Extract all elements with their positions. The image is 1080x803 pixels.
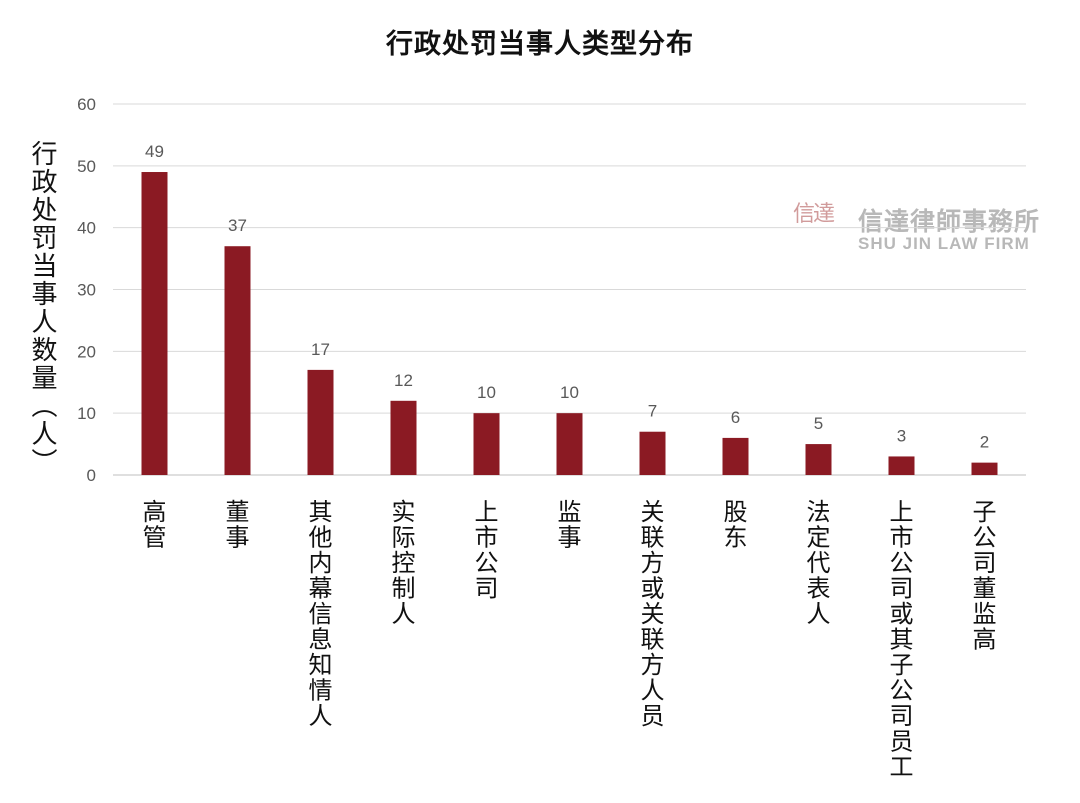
- y-tick-label: 60: [77, 95, 96, 114]
- seal-logo-icon: 信達: [792, 202, 835, 227]
- x-tick-label: 股东: [724, 498, 748, 552]
- law-firm-watermark: 信達 信達律師事務所 SHU JIN LAW FIRM: [788, 202, 1058, 262]
- data-label: 49: [145, 142, 164, 161]
- watermark-firm-name: 信達律師事務所: [858, 207, 1041, 236]
- data-label: 6: [731, 408, 740, 427]
- bar: [307, 369, 334, 475]
- y-tick-label: 10: [77, 404, 96, 423]
- bar: [639, 431, 666, 475]
- x-tick-label: 上市公司或其子公司员工: [890, 498, 914, 781]
- bar: [473, 413, 500, 475]
- bar: [805, 444, 832, 475]
- bar: [888, 456, 915, 475]
- x-tick-label: 高管: [143, 498, 167, 552]
- y-tick-label: 0: [87, 466, 96, 485]
- x-tick-label: 监事: [558, 498, 582, 552]
- x-tick-label: 其他内幕信息知情人: [309, 498, 333, 730]
- x-tick-label: 实际控制人: [392, 498, 416, 628]
- x-tick-label: 上市公司: [475, 498, 499, 603]
- data-label: 37: [228, 216, 247, 235]
- data-label: 10: [477, 383, 496, 402]
- bar: [971, 462, 998, 475]
- y-tick-label: 50: [77, 157, 96, 176]
- data-label: 5: [814, 414, 823, 433]
- data-label: 12: [394, 371, 413, 390]
- y-tick-label: 40: [77, 219, 96, 238]
- bar: [141, 172, 168, 475]
- data-label: 10: [560, 383, 579, 402]
- y-tick-label: 20: [77, 342, 96, 361]
- data-label: 17: [311, 340, 330, 359]
- x-tick-label: 关联方或关联方人员: [641, 498, 665, 730]
- data-label: 2: [980, 433, 989, 452]
- bar: [722, 437, 749, 475]
- data-label: 7: [648, 402, 657, 421]
- y-axis-title: 行政处罚当事人数量（人）: [27, 140, 57, 476]
- chart-title: 行政处罚当事人类型分布: [386, 29, 694, 60]
- bar: [556, 413, 583, 475]
- x-tick-label: 子公司董监高: [973, 498, 997, 654]
- watermark-firm-name-en: SHU JIN LAW FIRM: [858, 234, 1030, 253]
- data-label: 3: [897, 426, 906, 445]
- x-tick-label: 董事: [226, 498, 250, 552]
- bar: [224, 246, 251, 475]
- x-tick-label: 法定代表人: [807, 498, 831, 628]
- bar: [390, 400, 417, 475]
- y-tick-label: 30: [77, 281, 96, 300]
